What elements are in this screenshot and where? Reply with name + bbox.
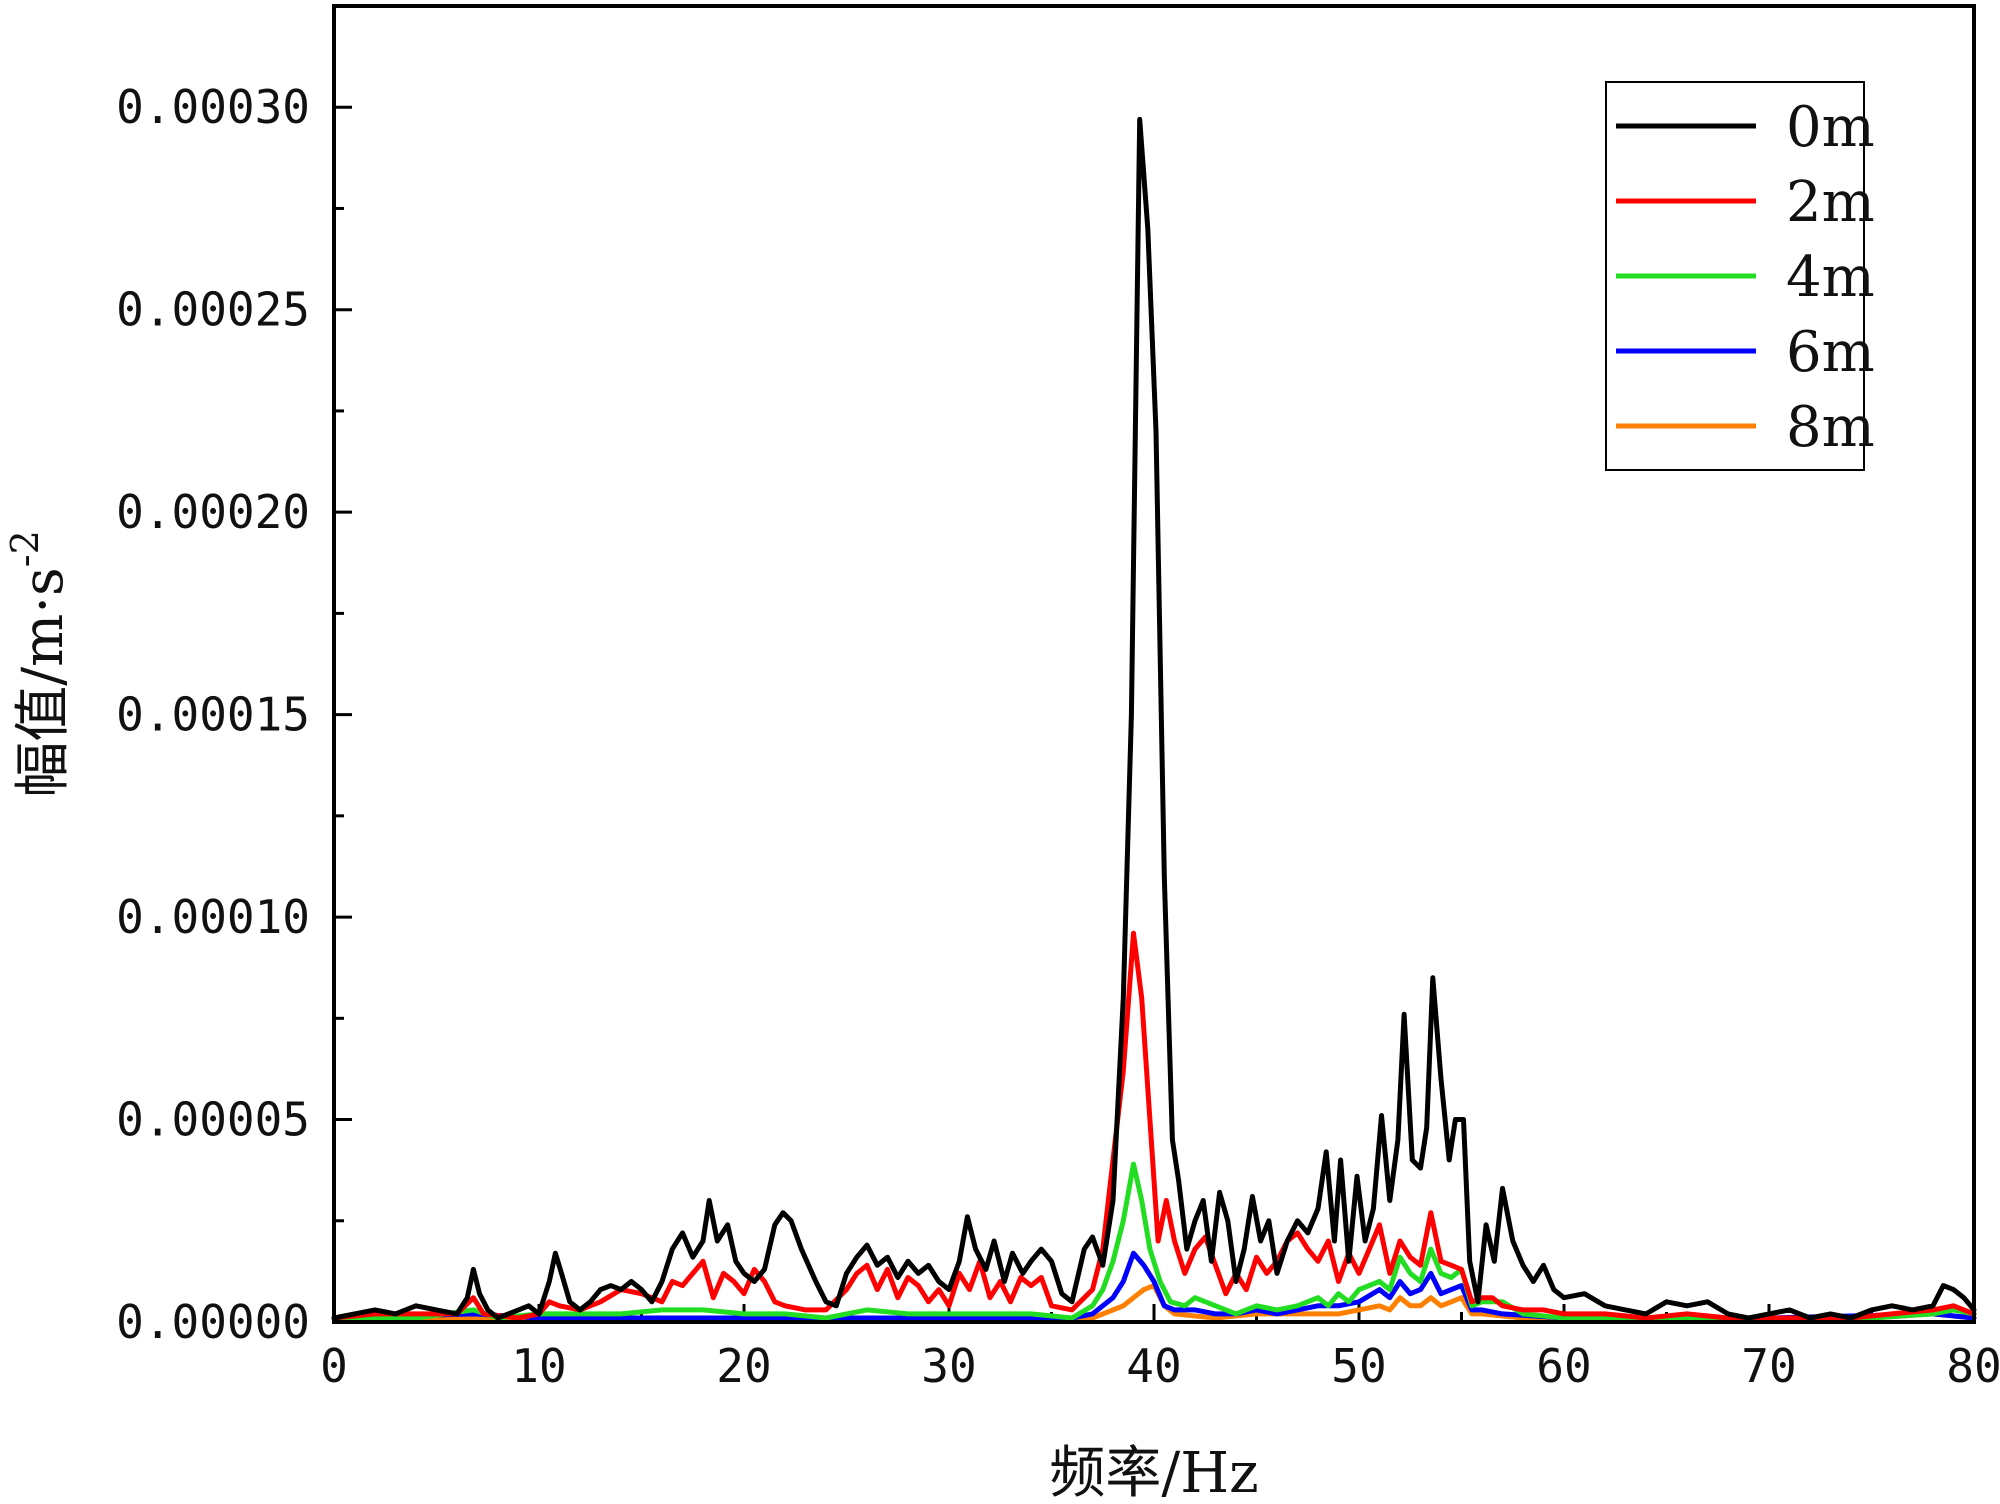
y-axis-title: 幅值/m·s-2 [3,530,76,798]
series-line-4m [331,1161,1977,1321]
y-tick-label: 0.00030 [116,80,310,134]
x-tick-labels: 0 10 20 30 40 50 60 70 80 [320,1339,2000,1393]
x-tick-label: 10 [511,1339,566,1393]
series-line-0m [331,116,1977,1321]
x-axis-title: 频率/Hz [1049,1441,1258,1504]
legend-label-4m: 4m [1786,245,1875,310]
y-tick-label: 0.00015 [116,688,310,742]
y-tick-label: 0.00020 [116,485,310,539]
x-tick-label: 70 [1741,1339,1796,1393]
legend: 0m 2m 4m 6m 8m [1605,81,1875,471]
legend-label-2m: 2m [1786,170,1875,235]
x-tick-label: 80 [1946,1339,2000,1393]
series-line-8m [331,1283,1977,1321]
legend-label-8m: 8m [1786,395,1875,460]
y-tick-label: 0.00005 [116,1093,310,1147]
x-tick-label: 30 [921,1339,976,1393]
x-tick-label: 50 [1331,1339,1386,1393]
y-axis-title-superscript: -2 [3,530,47,567]
plot-frame [332,4,1976,1324]
x-tick-label: 40 [1126,1339,1181,1393]
y-tick-label: 0.00025 [116,283,310,337]
legend-label-0m: 0m [1786,95,1875,160]
y-axis-title-main: 幅值/m·s [11,567,76,798]
x-tick-label: 20 [716,1339,771,1393]
y-tick-label: 0.00010 [116,890,310,944]
y-tick-label: 0.00000 [116,1295,310,1349]
x-tick-label: 0 [320,1339,348,1393]
x-tick-label: 60 [1536,1339,1591,1393]
y-tick-labels: 0.00000 0.00005 0.00010 0.00015 0.00020 0.000… [116,80,310,1349]
series-lines [331,116,1977,1321]
legend-items: 0m 2m 4m 6m 8m [1616,95,1875,460]
legend-label-6m: 6m [1786,320,1875,385]
